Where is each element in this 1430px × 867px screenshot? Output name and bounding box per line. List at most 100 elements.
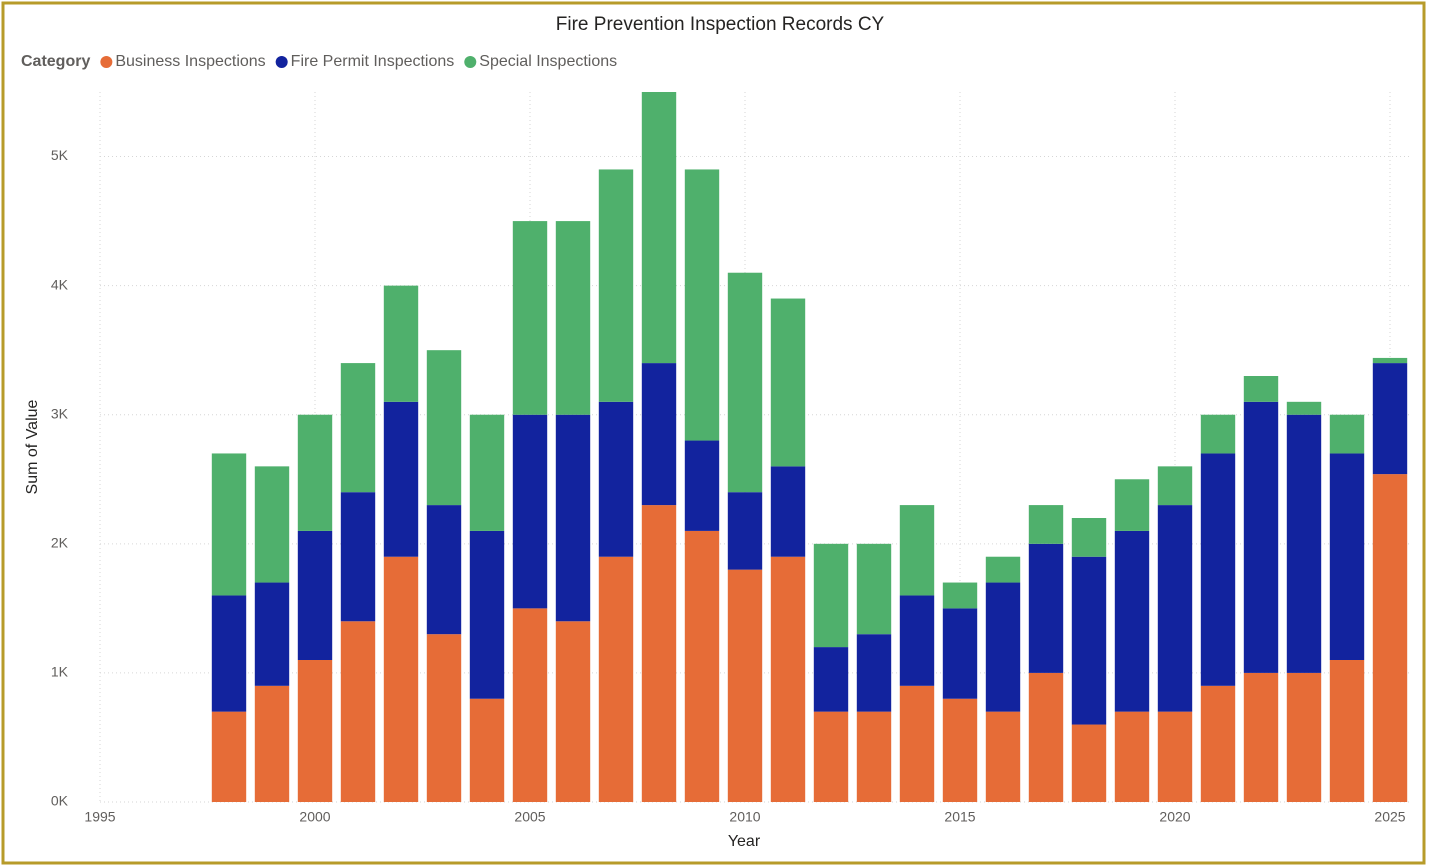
bar-segment [1157,505,1193,712]
bar-segment [1157,466,1193,506]
bar-segment [1329,660,1365,802]
bar-segment [1071,518,1107,557]
bar-segment [727,569,763,802]
bar-segment [727,492,763,570]
bar-segment [254,466,290,583]
chart-title: Fire Prevention Inspection Records CY [556,14,885,35]
bar-segment [1329,414,1365,454]
bar-segment [254,685,290,802]
y-tick-label: 4K [51,276,69,292]
bar-segment [899,595,935,686]
bar-segment [340,621,376,802]
bar-segment [684,530,720,802]
bar-segment [1114,711,1150,802]
bar-segment [856,711,892,802]
bar-segment [340,363,376,493]
bar-segment [985,582,1021,712]
bar-segment [555,221,591,415]
bar-segment [1114,530,1150,712]
bar-segment [770,466,806,557]
bar-segment [899,505,935,596]
bar-segment [1157,711,1193,802]
legend-label: Special Inspections [479,53,617,70]
bar-segment [426,634,462,802]
bar-segment [469,530,505,699]
bar-segment [383,401,419,557]
bar-segment [1071,724,1107,802]
bar-segment [1243,401,1279,673]
bar-segment [211,595,247,712]
bar-segment [1243,672,1279,802]
bar-segment [297,660,333,802]
bar-segment [985,711,1021,802]
bar-segment [340,492,376,622]
bar-segment [383,285,419,402]
bar-segment [1028,672,1064,802]
bar-segment [426,505,462,635]
bar-segment [1329,453,1365,660]
bar-segment [942,698,978,802]
bar-segment [1200,414,1236,454]
bar-segment [813,543,849,648]
bar-segment [641,505,677,802]
bar-segment [254,582,290,686]
bar-segment [856,634,892,712]
bar-segment [512,221,548,415]
bar-segment [813,711,849,802]
legend-label: Business Inspections [115,53,265,70]
bar-segment [727,272,763,493]
bar-segment [598,556,634,802]
bar-segment [555,414,591,622]
x-tick-label: 2020 [1159,809,1190,825]
bar-segment [1114,479,1150,531]
bar-segment [211,711,247,802]
bar-segment [641,363,677,506]
x-tick-label: 2005 [514,809,545,825]
y-axis-label: Sum of Value [24,399,41,494]
y-tick-label: 3K [51,405,69,421]
bar-segment [1372,363,1408,475]
bar-segment [1028,543,1064,673]
bar-segment [1286,401,1322,415]
y-tick-label: 0K [51,793,69,809]
legend-title: Category [21,53,90,70]
bar-segment [426,350,462,506]
legend-marker [100,56,113,68]
bar-segment [770,556,806,802]
y-tick-label: 5K [51,147,69,163]
bar-segment [512,608,548,802]
bar-segment [1286,414,1322,673]
bar-segment [598,401,634,557]
bar-segment [899,685,935,802]
x-tick-label: 2000 [299,809,330,825]
x-tick-label: 2015 [944,809,975,825]
x-tick-label: 2010 [729,809,760,825]
bar-segment [985,556,1021,583]
bar-segment [1286,672,1322,802]
bar-segment [942,608,978,699]
bar-segment [555,621,591,802]
bar-segment [469,698,505,802]
bar-segment [383,556,419,802]
bar-segment [641,92,677,364]
bar-segment [1372,357,1408,364]
bar-segment [469,414,505,531]
bar-segment [856,543,892,635]
bar-segment [512,414,548,609]
bar-segment [684,440,720,531]
bar-segment [1372,474,1408,802]
bar-segment [1243,376,1279,402]
bar-segment [684,169,720,441]
bar-segment [1071,556,1107,725]
y-tick-label: 2K [51,535,69,551]
bar-segment [1028,505,1064,544]
bar-segment [598,169,634,402]
x-axis-label: Year [728,833,761,850]
bar-segment [770,298,806,467]
y-tick-label: 1K [51,664,69,680]
legend-marker [275,56,288,68]
bar-segment [813,647,849,712]
x-tick-label: 1995 [84,809,115,825]
x-tick-label: 2025 [1374,809,1405,825]
